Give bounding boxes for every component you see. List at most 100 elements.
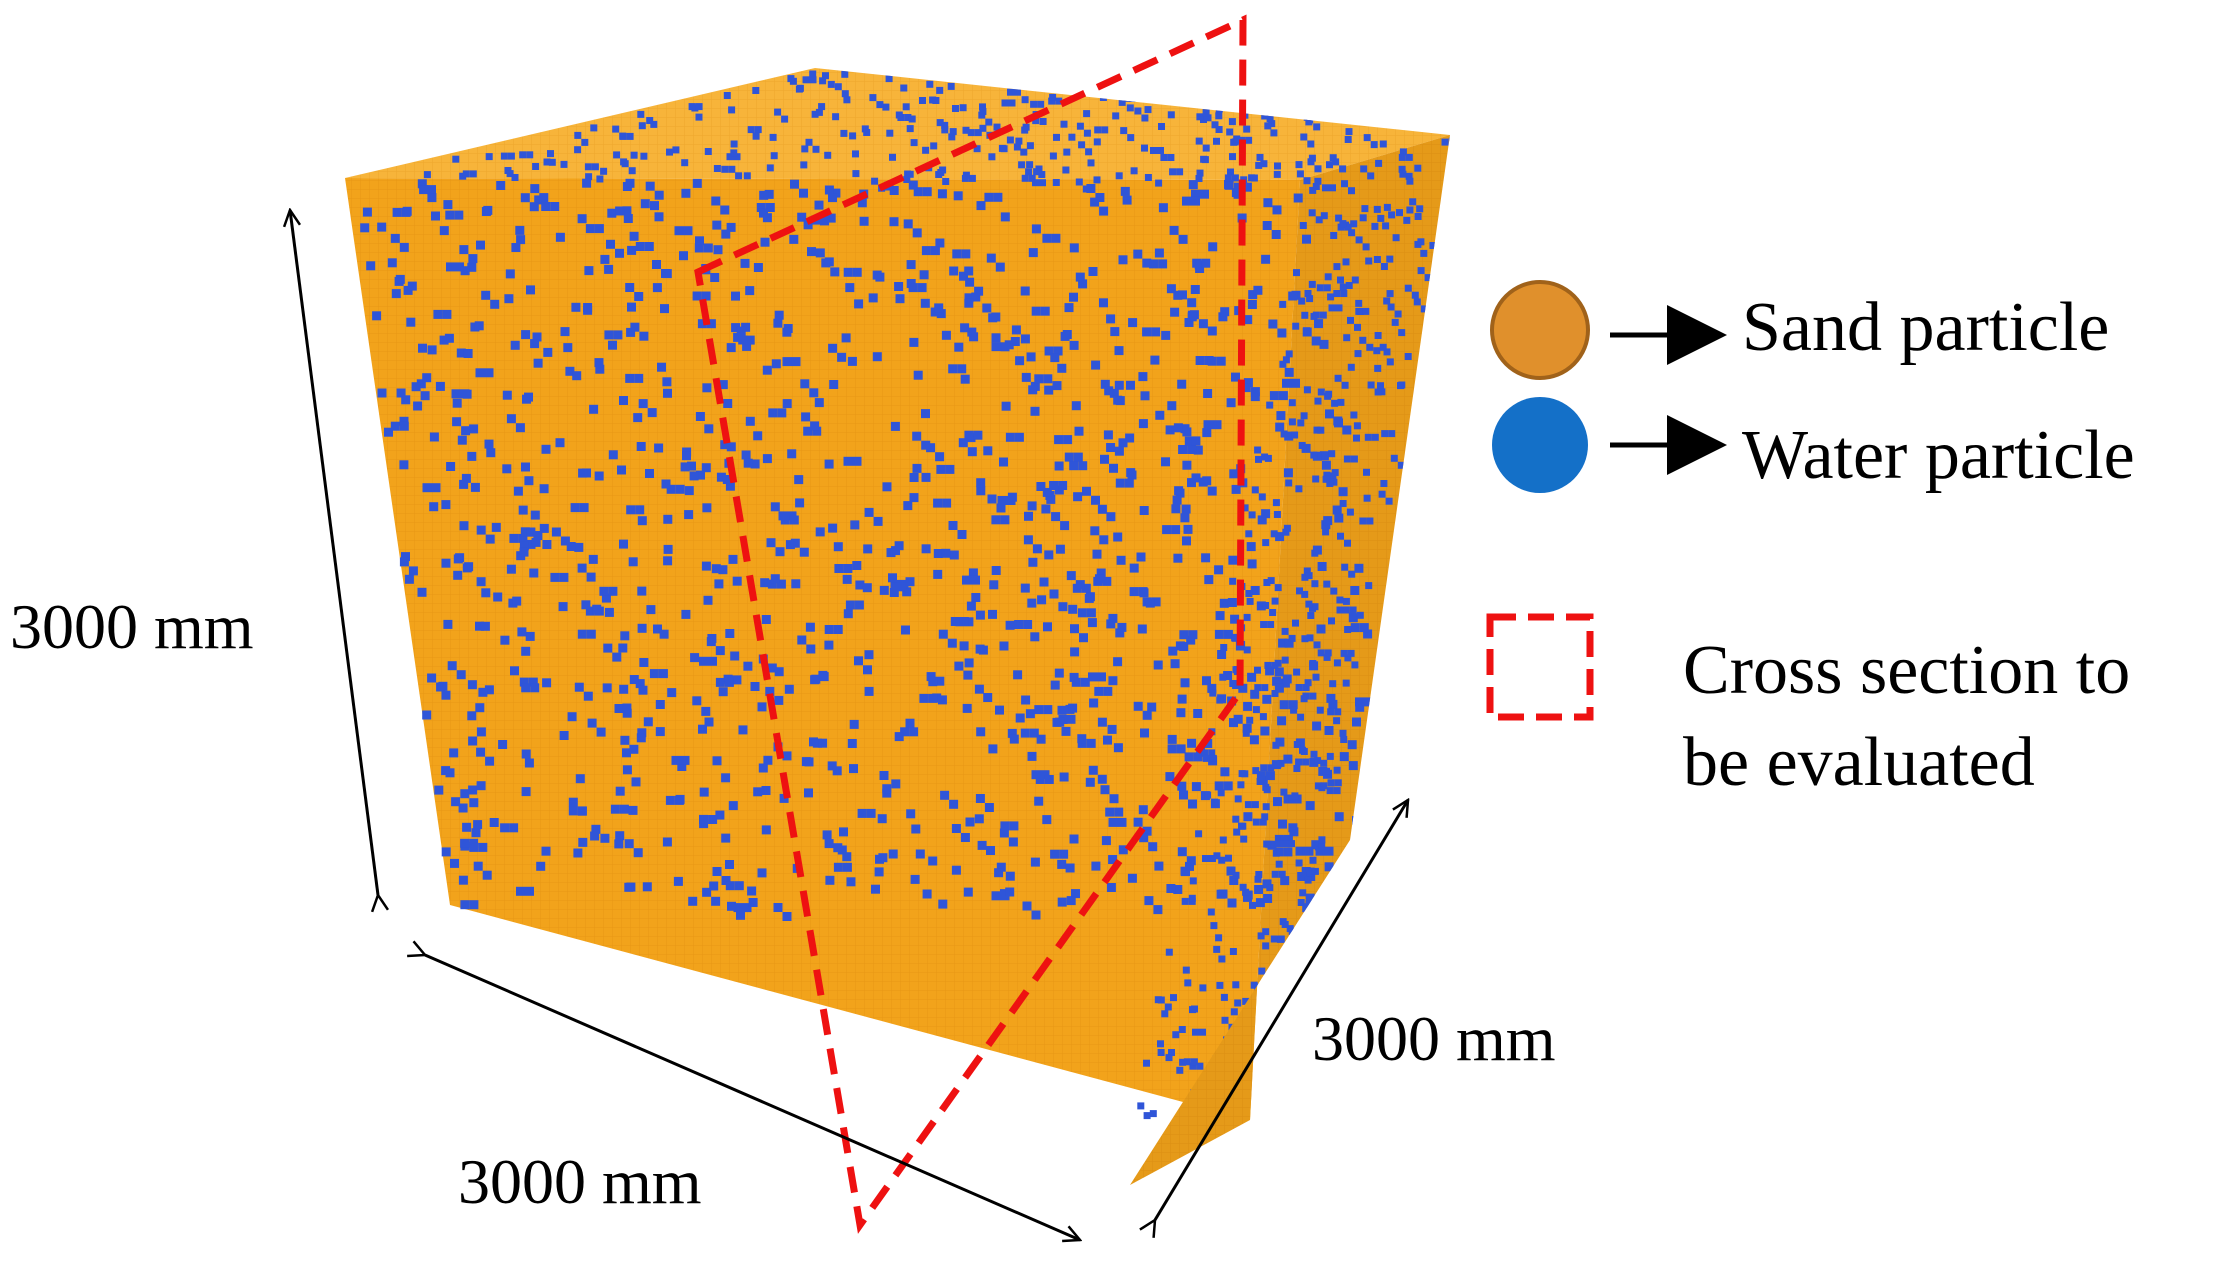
water-particle <box>1348 229 1356 237</box>
water-particle <box>1141 114 1149 122</box>
water-particle <box>1233 182 1243 192</box>
water-particle <box>1109 463 1118 473</box>
water-particle <box>1099 94 1107 101</box>
water-particle <box>1229 153 1236 161</box>
water-particle <box>628 557 638 567</box>
water-particle <box>1260 726 1270 736</box>
water-particle <box>1173 423 1183 433</box>
water-particle <box>1187 445 1197 454</box>
water-particle <box>1142 327 1152 337</box>
water-particle <box>422 483 432 493</box>
water-particle <box>757 868 767 878</box>
water-particle <box>846 877 856 887</box>
cross-section-outline <box>694 14 1247 1234</box>
water-particle <box>608 450 618 460</box>
water-particle <box>521 683 531 693</box>
water-particle <box>655 727 665 737</box>
water-particle <box>758 763 768 773</box>
water-particle <box>1302 692 1310 700</box>
water-particle <box>988 313 998 323</box>
water-particle <box>984 192 994 202</box>
water-particle <box>521 749 531 759</box>
water-particle <box>652 283 662 293</box>
water-particle <box>903 219 913 229</box>
water-particle <box>1403 216 1411 224</box>
water-particle <box>845 283 855 293</box>
water-particle <box>714 579 724 589</box>
water-particle <box>1282 378 1291 388</box>
water-particle <box>1202 428 1212 438</box>
water-particle <box>810 675 820 685</box>
water-particle <box>1161 457 1170 467</box>
water-particle <box>1037 595 1047 605</box>
water-particle <box>469 842 479 852</box>
water-particle <box>1006 136 1014 144</box>
water-particle <box>747 126 755 134</box>
water-particle <box>1382 222 1390 230</box>
water-particle <box>1415 114 1423 122</box>
water-particle <box>555 232 565 242</box>
water-particle <box>935 452 945 462</box>
water-particle <box>1075 272 1085 282</box>
water-particle <box>1355 697 1364 707</box>
water-particle <box>1285 350 1293 358</box>
water-particle <box>1213 137 1220 145</box>
water-particle <box>930 246 940 256</box>
water-particle <box>1191 189 1200 199</box>
water-particle <box>481 290 491 300</box>
water-particle <box>1342 258 1350 266</box>
water-particle <box>742 903 752 913</box>
water-particle <box>928 856 938 866</box>
water-particle <box>1293 269 1300 277</box>
water-particle <box>1214 629 1224 639</box>
water-particle-swatch <box>1492 397 1588 493</box>
water-particle <box>959 617 969 626</box>
water-particle <box>832 766 842 776</box>
water-particle <box>506 414 516 424</box>
water-particle <box>1204 575 1214 585</box>
water-particle <box>1359 623 1369 633</box>
water-particle <box>401 552 410 562</box>
water-particle <box>1053 133 1060 141</box>
water-particle <box>1337 532 1344 540</box>
water-particle <box>524 476 534 486</box>
water-particle <box>1001 401 1011 411</box>
water-particle <box>681 609 691 619</box>
water-particle <box>849 719 859 729</box>
water-particle <box>1157 996 1165 1004</box>
water-particle <box>395 274 405 284</box>
water-particle <box>718 565 728 575</box>
water-particle <box>1299 222 1307 229</box>
water-particle <box>1154 861 1164 871</box>
water-particle <box>902 103 910 111</box>
water-particle <box>628 805 638 815</box>
water-particle <box>1182 460 1192 470</box>
water-particle <box>622 206 632 216</box>
water-particle <box>845 600 855 610</box>
water-particle <box>1021 695 1031 705</box>
water-particle <box>1167 744 1177 754</box>
water-particle <box>1347 316 1354 324</box>
water-particle <box>1396 209 1403 217</box>
water-particle <box>1024 511 1033 521</box>
water-particle <box>736 910 745 920</box>
water-particle <box>1029 728 1039 738</box>
water-particle <box>526 151 534 159</box>
water-particle <box>1272 741 1280 749</box>
water-particle <box>441 500 451 510</box>
water-particle <box>993 123 1001 131</box>
water-particle <box>1379 343 1387 351</box>
water-particle <box>459 172 467 180</box>
water-particle <box>1288 418 1296 426</box>
water-particle <box>563 343 573 353</box>
water-particle <box>760 237 770 247</box>
water-particle <box>607 208 617 218</box>
water-particle <box>1169 168 1177 176</box>
sand-particle-swatch <box>1490 280 1590 380</box>
water-particle <box>750 682 760 691</box>
water-particle <box>460 900 470 910</box>
cube-right-face <box>1130 135 1450 1185</box>
water-particle <box>1312 451 1322 461</box>
water-particle <box>630 151 638 159</box>
water-particle <box>635 242 645 251</box>
